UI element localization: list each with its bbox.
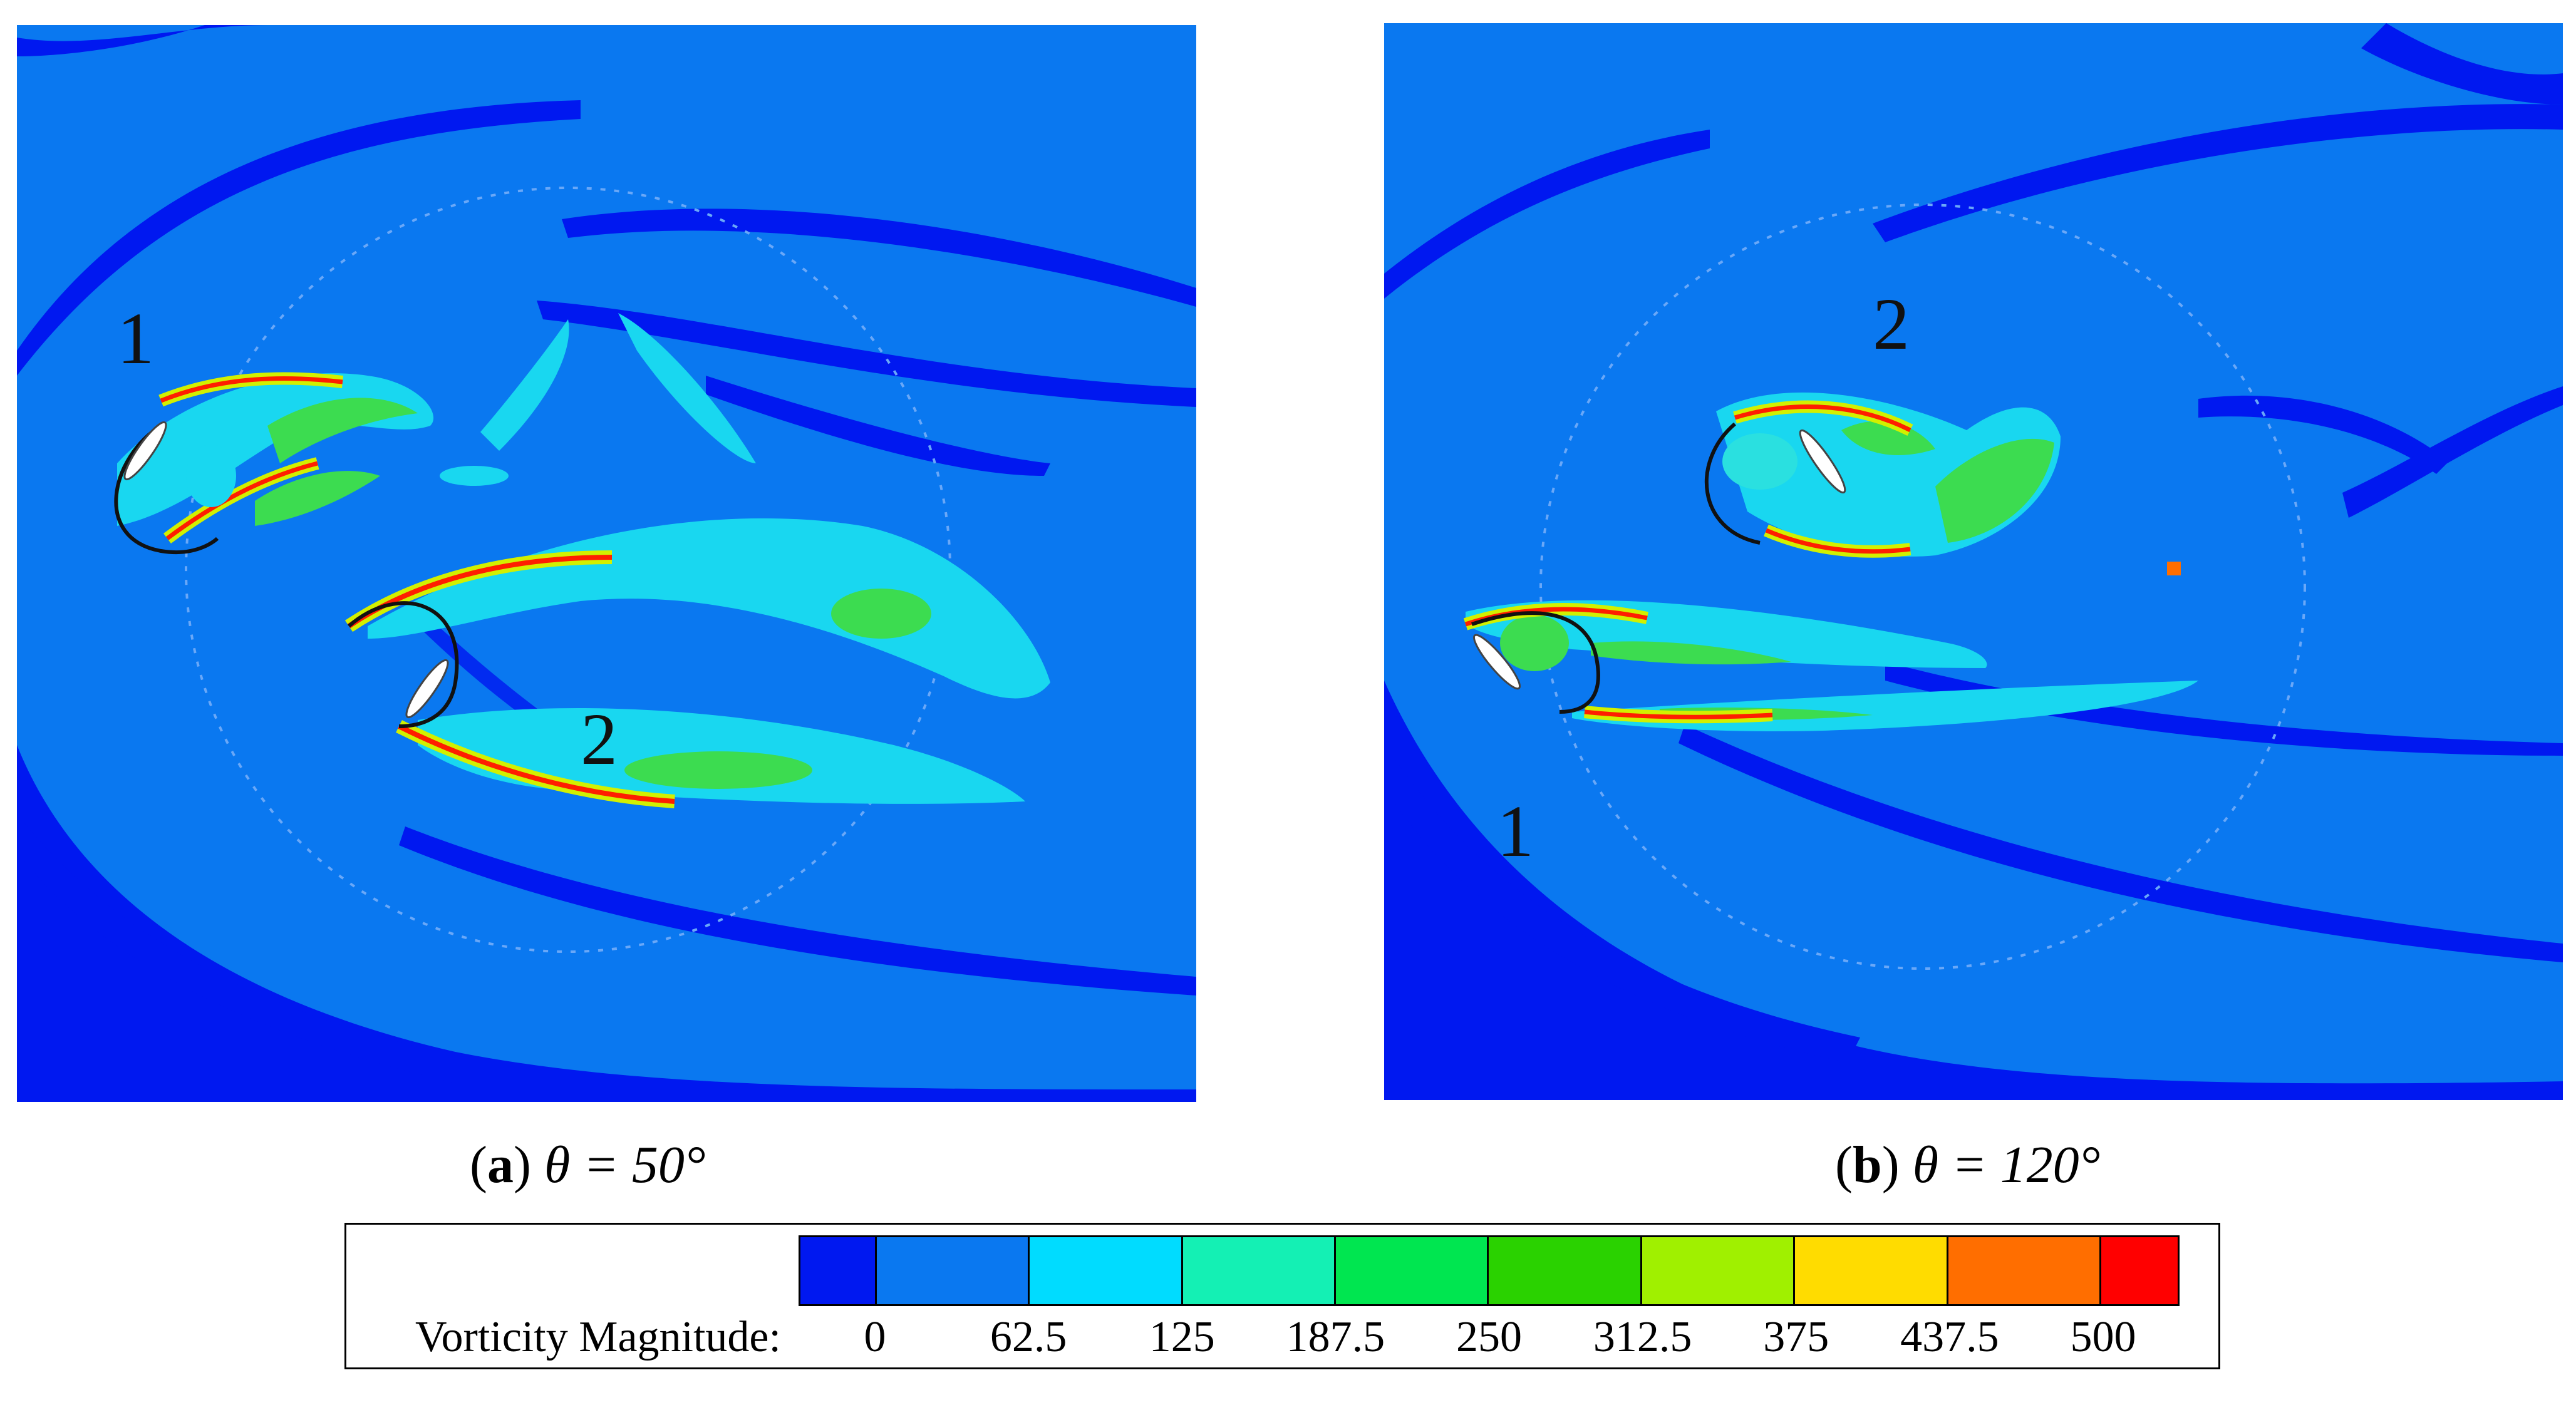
colorbar-swatch — [1489, 1237, 1642, 1304]
shear-layer — [160, 376, 343, 403]
colorbar-tick-label: 187.5 — [1286, 1313, 1385, 1361]
wake-green — [1591, 641, 1791, 665]
rotor-path — [1539, 203, 2306, 970]
wake-green — [1841, 421, 1935, 455]
colorbar-swatch — [1030, 1237, 1183, 1304]
shear-layer — [1765, 528, 1911, 554]
colorbar-swatch — [800, 1237, 877, 1304]
wake-cyan — [1722, 433, 1798, 490]
low-band — [1384, 130, 1710, 299]
low-band — [2361, 23, 2563, 105]
colorbar-swatch — [1182, 1237, 1337, 1304]
low-band — [537, 301, 1196, 407]
shear-layer — [1734, 404, 1911, 433]
shear-layer — [398, 724, 675, 804]
colorbar-swatch — [2101, 1237, 2178, 1304]
blade-label-1: 1 — [1497, 790, 1534, 872]
caption-angle: θ = 120° — [1912, 1136, 2101, 1194]
wake-cyan — [186, 445, 236, 507]
blade-2 — [1799, 429, 1846, 494]
low-band — [405, 607, 643, 783]
blade-trajectory — [1471, 611, 1600, 714]
caption-angle: θ = 50° — [544, 1136, 706, 1194]
wake-green — [1935, 438, 2054, 543]
colorbar-swatch — [1336, 1237, 1489, 1304]
caption-letter: a — [487, 1136, 514, 1194]
colorbar-swatch — [1948, 1237, 2102, 1304]
low-band — [17, 25, 267, 56]
colorbar-swatch — [876, 1237, 1030, 1304]
colorbar-swatch — [1642, 1237, 1796, 1304]
colorbar-swatch — [1795, 1237, 1948, 1304]
vorticity-contour-a: 1 2 — [17, 25, 1196, 1102]
legend-title: Vorticity Magnitude: — [415, 1313, 781, 1361]
wake-cyan — [1466, 600, 1987, 668]
low-band — [17, 100, 581, 376]
low-band — [1384, 743, 1860, 1063]
low-band — [706, 376, 1050, 476]
legend: Vorticity Magnitude: 0 62.5 125 187.5 250 312… — [344, 1223, 2220, 1369]
blade-2 — [405, 659, 449, 719]
wake-cyan — [618, 313, 756, 463]
colorbar-tick-label: 500 — [2070, 1313, 2136, 1361]
shear-layer — [165, 461, 318, 540]
contour-panel-b: 2 1 — [1384, 23, 2563, 1100]
colorbar-tick-label: 312.5 — [1593, 1313, 1692, 1361]
blade-label-2: 2 — [581, 698, 618, 780]
blade-trajectory — [348, 601, 459, 728]
colorbar-tick-label: 62.5 — [990, 1313, 1067, 1361]
colorbar-tick-label: 250 — [1456, 1313, 1522, 1361]
blade-trajectory — [1704, 422, 1761, 545]
low-band — [1679, 724, 2563, 962]
wake-green — [267, 398, 418, 463]
blade-label-1: 1 — [117, 297, 154, 379]
low-band — [1873, 104, 2563, 242]
wake-green — [624, 751, 812, 789]
caption-b: (b) θ = 120° — [1835, 1136, 2101, 1194]
caption-letter: b — [1852, 1136, 1882, 1194]
vorticity-contour-b: 2 1 — [1384, 23, 2563, 1100]
caption-a: (a) θ = 50° — [470, 1136, 706, 1194]
low-band — [562, 208, 1196, 307]
wake-green — [255, 471, 380, 526]
contour-panel-a: 1 2 — [17, 25, 1196, 1102]
colorbar-tick-label: 375 — [1763, 1313, 1829, 1361]
low-band — [17, 814, 468, 1083]
colorbar-tick-label: 437.5 — [1900, 1313, 1999, 1361]
wake-green — [831, 589, 931, 639]
low-band — [2198, 395, 2449, 474]
shear-layer — [1584, 709, 1773, 719]
blade-1 — [1472, 634, 1521, 690]
colorbar-tick-label: 0 — [864, 1313, 886, 1361]
blade-label-2: 2 — [1873, 283, 1910, 365]
blade-1 — [123, 421, 167, 481]
orange-marker — [2167, 562, 2181, 575]
colorbar — [799, 1235, 2180, 1306]
wake-cyan — [440, 466, 509, 486]
blade-trajectory — [114, 424, 219, 554]
low-band — [2342, 386, 2563, 518]
colorbar-tick-label: 125 — [1149, 1313, 1215, 1361]
low-band — [17, 745, 1196, 1102]
low-band — [399, 826, 1196, 996]
wake-cyan — [480, 319, 569, 451]
wake-green — [1500, 615, 1569, 671]
